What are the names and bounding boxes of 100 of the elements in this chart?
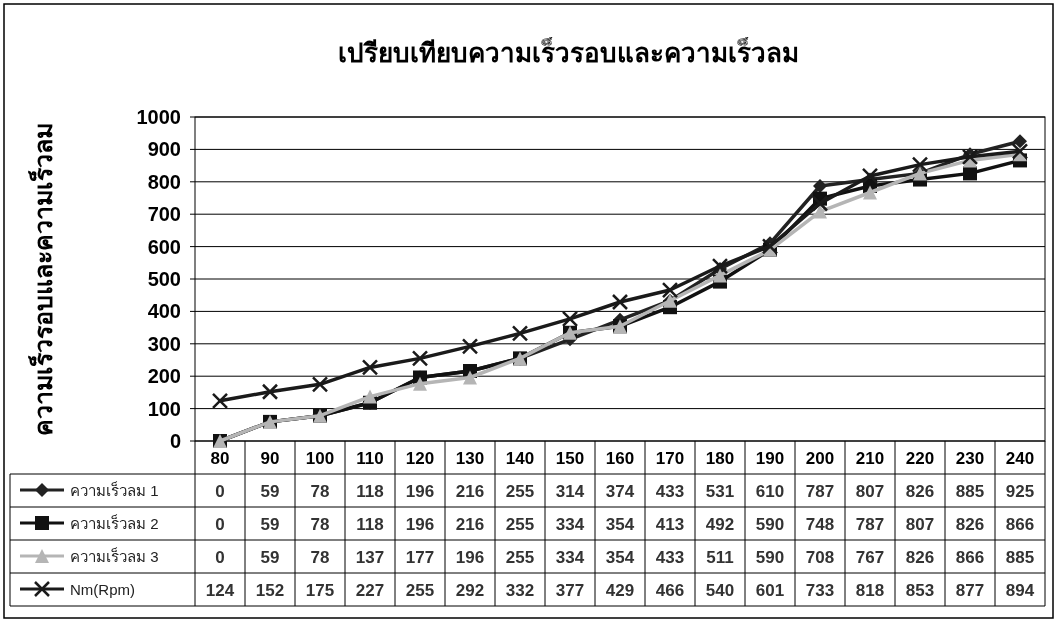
data-label: 511 [706,548,734,567]
data-label: 807 [905,515,935,534]
y-axis-title: ความเร็วรอบและความเร็วลม [28,122,57,436]
data-label: 227 [355,581,385,600]
point [963,166,977,181]
y-tick-label: 100 [147,397,181,420]
point [761,238,779,255]
data-label: 853 [905,581,935,600]
data-label: 925 [1005,482,1035,501]
data-label: 314 [555,482,585,501]
data-label: 885 [1005,548,1035,567]
data-label: 59 [260,482,280,501]
data-label: 354 [605,548,635,567]
point [363,389,377,404]
point [811,195,829,212]
data-label: 0 [215,515,225,534]
legend-label: Nm(Rpm) [70,581,135,598]
x-tick-label: 90 [260,449,280,468]
point [411,350,429,367]
data-label: 216 [455,515,485,534]
data-label: 826 [905,548,935,567]
x-tick-label: 230 [955,449,985,468]
data-label: 433 [655,548,685,567]
data-label: 787 [855,515,885,534]
data-label: 78 [310,548,330,567]
data-label: 0 [215,482,225,501]
x-tick-label: 170 [655,449,685,468]
data-label: 332 [505,581,535,600]
point [711,257,729,275]
point [361,359,379,376]
point [413,376,427,391]
point [1013,134,1027,149]
data-label: 292 [455,581,485,600]
data-label: 175 [305,581,335,600]
data-label: 826 [955,515,985,534]
data-label: 531 [705,482,735,501]
x-tick-label: 110 [356,449,384,468]
data-label: 177 [405,548,435,567]
data-label: 601 [755,581,785,600]
x-tick-label: 220 [905,449,935,468]
data-label: 196 [455,548,485,567]
x-tick-label: 160 [605,449,635,468]
y-tick-label: 1000 [136,106,181,128]
point [561,310,579,328]
data-label: 433 [655,482,685,501]
point [813,204,827,219]
legend-label: ความเร็วลม 3 [70,547,159,565]
y-tick-label: 400 [147,300,181,323]
y-tick-label: 600 [147,235,181,258]
data-label: 429 [605,581,635,600]
x-tick-label: 200 [805,449,835,468]
data-label: 610 [755,482,785,501]
data-label: 374 [605,482,635,501]
data-label: 866 [1005,515,1035,534]
point [1011,143,1029,160]
point [461,338,479,355]
data-label: 255 [505,515,535,534]
point [261,383,279,400]
data-label: 877 [955,581,985,600]
data-label: 377 [555,581,585,600]
x-tick-label: 80 [210,449,230,468]
data-label: 826 [905,482,935,501]
data-label: 196 [405,515,435,534]
data-label: 708 [805,548,835,567]
point [511,325,529,342]
y-tick-label: 700 [147,203,181,226]
x-tick-label: 180 [705,449,735,468]
x-tick-label: 150 [555,449,585,468]
point [311,376,329,393]
data-label: 78 [310,515,330,534]
data-label: 787 [805,482,835,501]
data-label: 492 [705,515,735,534]
y-tick-label: 300 [147,332,181,355]
data-label: 807 [855,482,885,501]
y-tick-label: 500 [147,268,181,290]
data-label: 255 [505,548,535,567]
x-tick-label: 190 [755,449,785,468]
data-label: 818 [855,581,885,600]
data-label: 216 [455,482,485,501]
data-label: 894 [1005,581,1035,600]
point [211,392,229,410]
y-tick-label: 900 [147,138,181,161]
chart-title: เปรียบเทียบความเร็วรอบและความเร็วลม [338,37,799,68]
data-label: 137 [355,548,385,567]
data-label: 59 [260,515,280,534]
x-tick-label: 140 [505,449,535,468]
data-label: 885 [955,482,985,501]
data-label: 0 [215,548,225,567]
point [863,185,877,200]
point [611,293,629,311]
y-tick-label: 200 [147,365,181,388]
data-label: 540 [705,581,735,600]
point [961,148,979,166]
x-tick-label: 120 [405,449,435,468]
data-label: 413 [655,515,685,534]
data-label: 866 [955,548,985,567]
x-tick-label: 210 [855,449,885,468]
x-tick-label: 240 [1005,449,1035,468]
point [713,268,727,283]
data-label: 255 [505,482,535,501]
